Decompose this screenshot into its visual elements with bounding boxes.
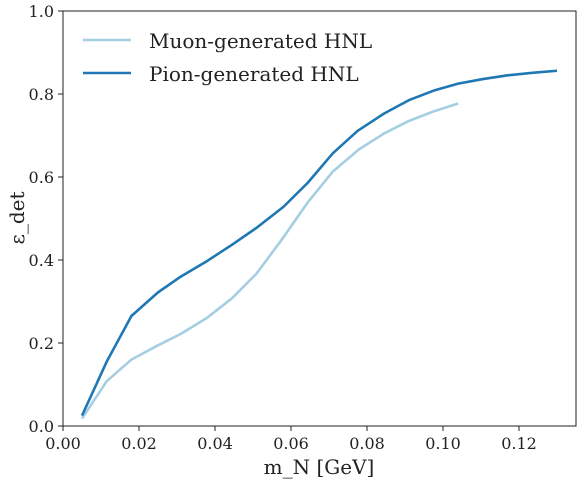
x-tick-label: 0.10 — [425, 434, 461, 453]
plot-frame — [62, 10, 577, 427]
series-layer — [80, 69, 558, 420]
series-line-pion — [80, 69, 558, 417]
y-tick-label: 0.4 — [29, 251, 54, 270]
x-tick-label: 0.04 — [197, 434, 233, 453]
x-axis-ticks: 0.00 0.02 0.04 0.06 0.08 0.10 0.12 — [45, 426, 537, 453]
y-axis-ticks: 0.0 0.2 0.4 0.6 0.8 1.0 — [29, 2, 63, 436]
y-tick-label: 0.6 — [29, 168, 54, 187]
x-tick-label: 0.08 — [349, 434, 385, 453]
x-tick-label: 0.06 — [273, 434, 309, 453]
y-tick-label: 1.0 — [29, 2, 54, 21]
x-axis-label: m_N [GeV] — [264, 455, 375, 479]
y-tick-label: 0.8 — [29, 85, 54, 104]
legend-label-pion: Pion-generated HNL — [149, 62, 359, 86]
y-tick-label: 0.2 — [29, 334, 54, 353]
x-tick-label: 0.00 — [45, 434, 81, 453]
y-tick-label: 0.0 — [29, 417, 54, 436]
x-tick-label: 0.12 — [501, 434, 537, 453]
legend: Muon-generated HNL Pion-generated HNL — [83, 29, 372, 86]
x-tick-label: 0.02 — [121, 434, 157, 453]
legend-label-muon: Muon-generated HNL — [149, 29, 372, 53]
series-line-muon — [80, 102, 459, 420]
y-axis-label: ε_det — [5, 191, 29, 244]
